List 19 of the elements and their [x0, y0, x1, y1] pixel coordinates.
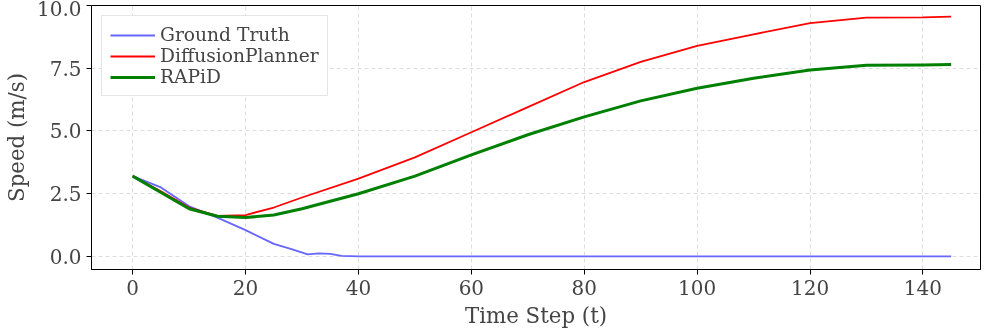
x-tick-label: 60: [458, 275, 485, 300]
x-tick-label: 100: [678, 275, 717, 300]
x-tick-label: 140: [903, 275, 943, 300]
legend-label: DiffusionPlanner: [160, 45, 319, 66]
x-tick-label: 0: [126, 275, 140, 300]
line-series: [131, 62, 953, 220]
x-tick-label: 20: [232, 275, 259, 300]
x-tick-label: 120: [790, 275, 830, 300]
legend-label: Ground Truth: [160, 24, 290, 45]
y-tick-label: 2.5: [49, 182, 82, 207]
y-tick-label: 7.5: [49, 56, 82, 81]
legend-label: RAPiD: [160, 66, 221, 87]
y-tick-label: 5.0: [49, 119, 82, 144]
y-tick-label: 0.0: [49, 244, 82, 269]
x-tick-label: 80: [571, 275, 597, 300]
x-axis-title: Time Step (t): [464, 302, 608, 328]
x-tick-label: 40: [345, 275, 372, 300]
y-axis-title: Speed (m/s): [3, 73, 29, 202]
y-tick-label: 10.0: [36, 0, 82, 21]
